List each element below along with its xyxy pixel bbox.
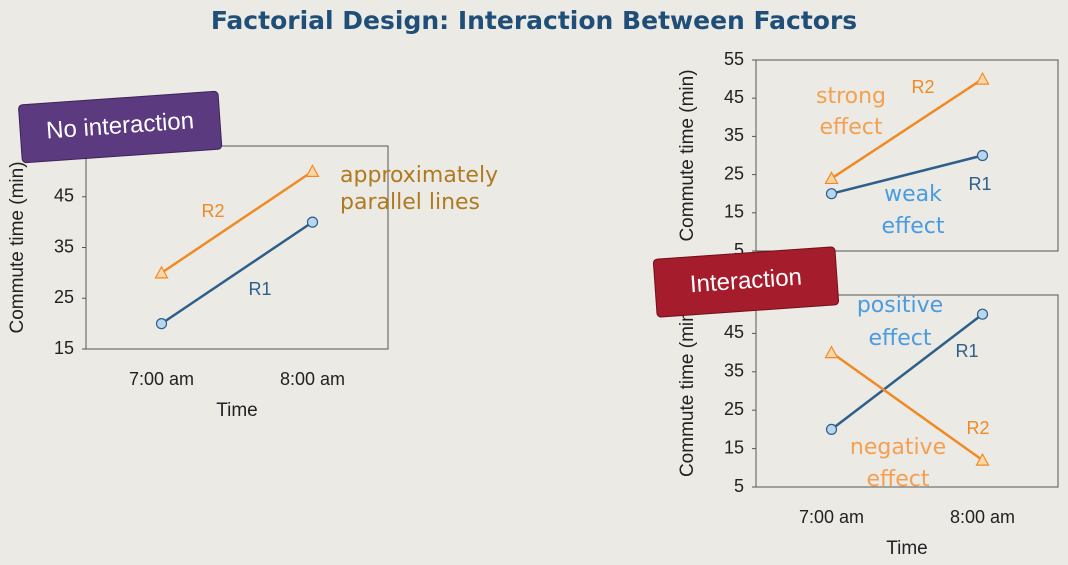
x-axis-title: Time [886,538,928,559]
marker [825,423,838,435]
y-tick-label: 5 [734,240,744,260]
series-label: R2 [966,418,989,438]
marker [305,164,320,177]
x-axis-title: Time [216,400,258,421]
series-label: R1 [248,279,271,299]
y-tick-label: 15 [724,437,744,457]
marker [975,71,990,85]
y-tick-label: 45 [54,186,74,206]
marker [306,216,319,228]
series-label: R1 [968,174,991,194]
plot-area [755,59,1059,252]
marker [154,265,169,279]
series-line [830,78,984,180]
annotation: effect [820,115,883,140]
annotation: effect [882,214,945,239]
marker [976,308,989,320]
badge-box [652,246,840,318]
y-tick-label: 35 [54,236,74,256]
series-label: R2 [911,77,934,97]
marker [824,171,839,185]
series-label: R2 [201,201,224,221]
x-tick-label: 8:00 am [280,369,345,389]
plot-area [755,294,1059,488]
y-axis-title: Commute time (min) [7,161,28,333]
annotation: positive [857,293,943,318]
y-tick-label: 25 [724,399,744,419]
y-tick-label: 25 [54,287,74,307]
badge: No interaction [18,90,223,164]
marker [825,188,838,200]
series-line [830,351,984,462]
y-tick-label: 25 [724,163,744,183]
marker [155,318,168,330]
marker [975,452,990,466]
charts: 15 25 35 45 7:00 am 8:00 am Time Commute time (… [7,49,1059,559]
y-tick-label: 45 [724,87,744,107]
series-line [830,313,984,431]
x-tick-label: 8:00 am [950,507,1015,527]
annotation: approximately [340,163,498,188]
x-tick-label: 7:00 am [799,507,864,527]
y-axis-title: Commute time (min) [677,305,698,477]
y-tick-label: 35 [724,125,744,145]
y-tick-label: 5 [734,476,744,496]
badge: Interaction [652,246,840,318]
series-line [831,154,983,195]
annotation: effect [867,467,930,492]
marker [976,149,989,162]
badge-box [18,90,223,164]
slide-title: Factorial Design: Interaction Between Fa… [211,6,857,35]
y-axis-title: Commute time (min) [677,69,698,241]
x-tick-label: 7:00 am [129,369,194,389]
y-tick-label: 15 [54,338,74,358]
series-line [160,170,314,274]
series-line [160,221,314,325]
annotation: strong [816,84,886,109]
annotation: effect [869,326,932,351]
y-tick-label: 35 [724,361,744,381]
annotation: weak [884,182,942,207]
annotation: negative [850,435,946,460]
marker [824,345,839,359]
annotation: parallel lines [340,190,480,215]
y-tick-label: 45 [724,322,744,342]
series-label: R1 [955,341,978,361]
y-tick-label: 15 [724,202,744,222]
y-tick-label: 55 [724,49,744,69]
